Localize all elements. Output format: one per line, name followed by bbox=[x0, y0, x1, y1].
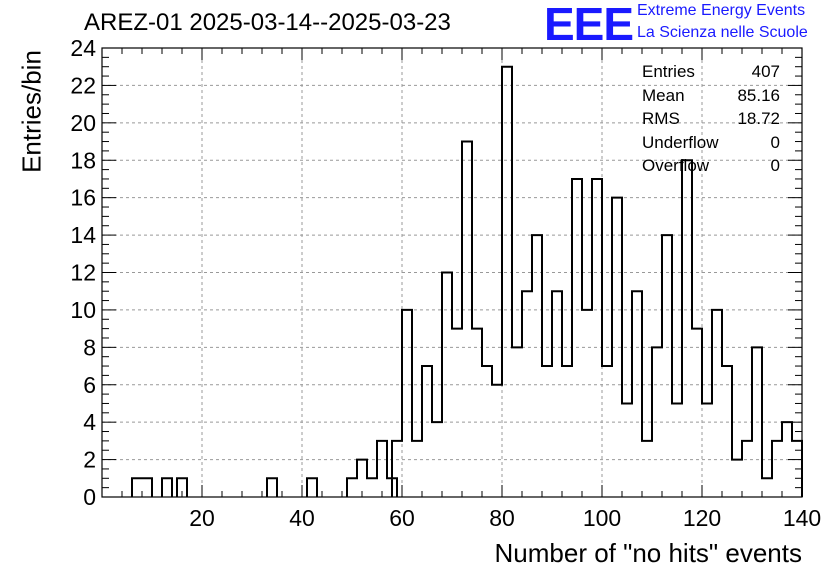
logo-line-2: La Scienza nelle Scuole bbox=[637, 24, 808, 41]
x-tick-label-120: 120 bbox=[683, 505, 721, 531]
bin-62 bbox=[412, 441, 422, 497]
x-tick-label-100: 100 bbox=[583, 505, 621, 531]
x-tick-label-140: 140 bbox=[783, 505, 821, 531]
bin-118 bbox=[692, 329, 702, 497]
bin-33 bbox=[267, 478, 277, 497]
bin-94 bbox=[572, 179, 582, 497]
stats-box: Entries 407 Mean 85.16 RMS 18.72 Underflow 0… bbox=[642, 60, 780, 178]
y-tick-label-2: 2 bbox=[83, 447, 96, 473]
y-tick-label-14: 14 bbox=[70, 222, 96, 248]
bin-8 bbox=[142, 478, 152, 497]
bin-80 bbox=[502, 67, 512, 497]
y-tick-label-8: 8 bbox=[83, 334, 96, 360]
x-tick-label-60: 60 bbox=[389, 505, 415, 531]
grid-lines bbox=[102, 48, 802, 497]
eee-logo: EEE bbox=[544, 0, 634, 50]
y-tick-label-22: 22 bbox=[70, 72, 96, 98]
bin-126 bbox=[732, 460, 742, 497]
bin-98 bbox=[592, 179, 602, 497]
stat-underflow: Underflow 0 bbox=[642, 132, 780, 152]
bin-120 bbox=[702, 403, 712, 497]
logo-line-1: Extreme Energy Events bbox=[637, 2, 806, 19]
bin-124 bbox=[722, 366, 732, 497]
bin-74 bbox=[472, 329, 482, 497]
y-tick-label-10: 10 bbox=[70, 297, 96, 323]
bin-92 bbox=[562, 366, 572, 497]
y-tick-label-20: 20 bbox=[70, 110, 96, 136]
x-tick-label-80: 80 bbox=[489, 505, 515, 531]
bin-114 bbox=[672, 403, 682, 497]
bin-90 bbox=[552, 291, 562, 497]
x-tick-label-40: 40 bbox=[289, 505, 315, 531]
stat-mean: Mean 85.16 bbox=[642, 85, 780, 105]
y-axis-label: Entries/bin bbox=[16, 50, 47, 173]
y-tick-label-6: 6 bbox=[83, 372, 96, 398]
bin-6 bbox=[132, 478, 142, 497]
axes bbox=[101, 47, 803, 498]
x-tick-label-20: 20 bbox=[189, 505, 215, 531]
bin-55 bbox=[377, 441, 387, 497]
bin-78 bbox=[492, 385, 502, 497]
bin-72 bbox=[462, 142, 472, 497]
bin-116 bbox=[682, 160, 692, 497]
bin-128 bbox=[742, 441, 752, 497]
bin-53 bbox=[367, 478, 377, 497]
bin-84 bbox=[522, 291, 532, 497]
bin-122 bbox=[712, 310, 722, 497]
bin-60 bbox=[402, 310, 412, 497]
bin-12 bbox=[162, 478, 172, 497]
histogram-outline bbox=[131, 65, 803, 497]
bin-64 bbox=[422, 366, 432, 497]
bin-49 bbox=[347, 478, 357, 497]
bin-70 bbox=[452, 329, 462, 497]
bin-106 bbox=[632, 291, 642, 497]
y-tick-label-4: 4 bbox=[83, 409, 96, 435]
bin-88 bbox=[542, 366, 552, 497]
y-tick-label-0: 0 bbox=[83, 484, 96, 510]
bin-104 bbox=[622, 403, 632, 497]
chart-title: AREZ-01 2025-03-14--2025-03-23 bbox=[84, 9, 451, 36]
bin-86 bbox=[532, 235, 542, 497]
y-tick-label-18: 18 bbox=[70, 147, 96, 173]
bin-100 bbox=[602, 366, 612, 497]
bin-112 bbox=[662, 235, 672, 497]
y-tick-label-16: 16 bbox=[70, 185, 96, 211]
x-axis-label: Number of "no hits" events bbox=[494, 538, 803, 568]
bin-41 bbox=[307, 478, 317, 497]
y-tick-label-12: 12 bbox=[70, 260, 96, 286]
bin-76 bbox=[482, 366, 492, 497]
bin-108 bbox=[642, 441, 652, 497]
bin-96 bbox=[582, 310, 592, 497]
stat-overflow: Overflow 0 bbox=[642, 156, 780, 175]
y-tick-label-24: 24 bbox=[70, 35, 96, 61]
bin-132 bbox=[762, 478, 772, 497]
bin-134 bbox=[772, 441, 782, 497]
stat-rms: RMS 18.72 bbox=[642, 109, 780, 128]
stat-entries: Entries 407 bbox=[642, 62, 780, 81]
